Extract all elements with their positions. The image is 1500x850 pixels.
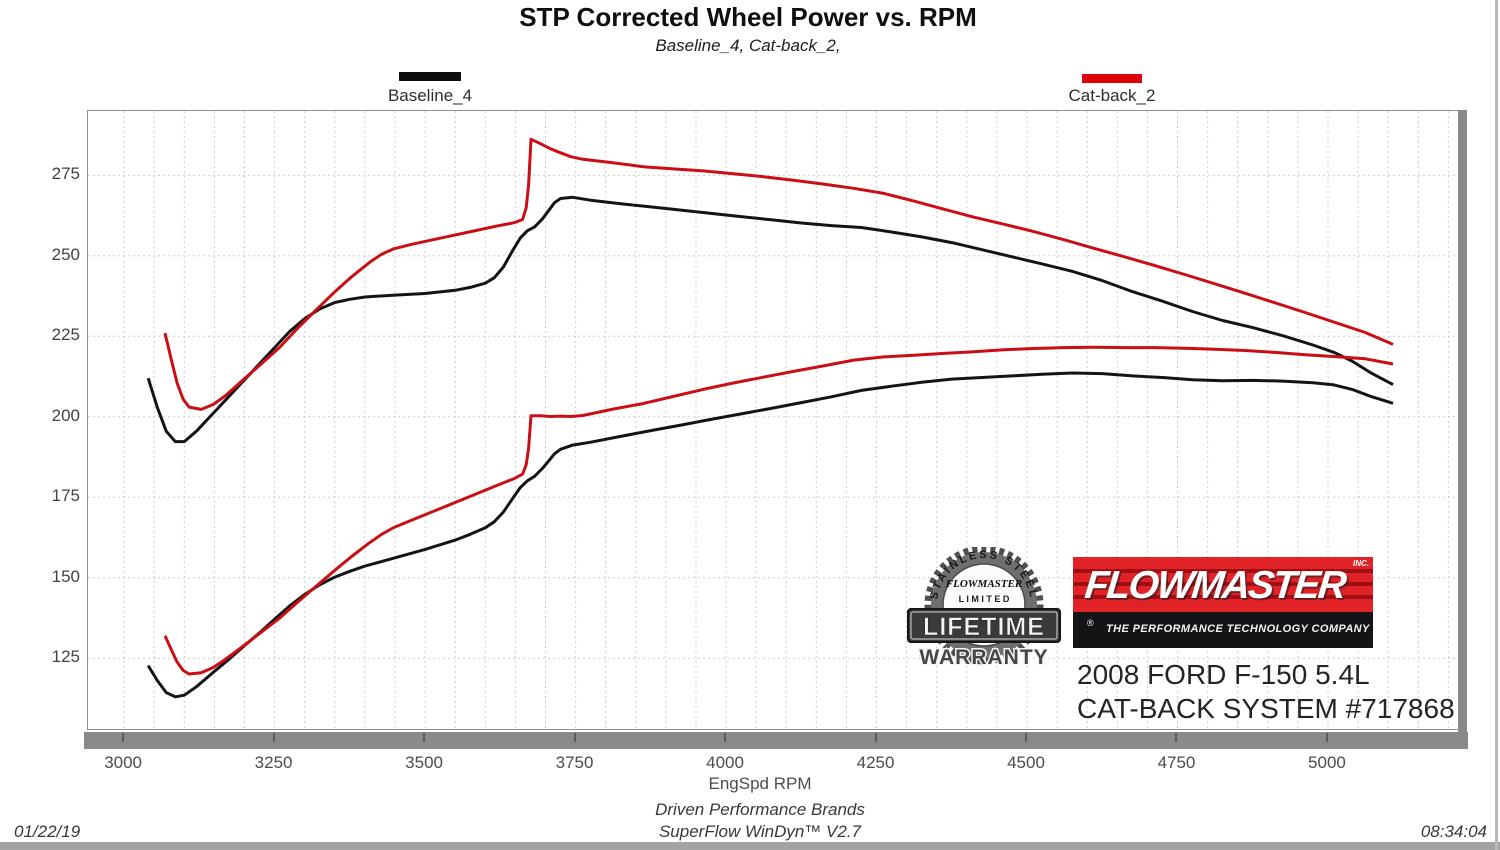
scrollbar-tick — [573, 733, 576, 742]
scrollbar-tick — [874, 733, 877, 742]
logo-inc-text: INC. — [1353, 559, 1369, 568]
scrollbar-tick — [724, 733, 727, 742]
x-axis-label: EngSpd RPM — [708, 774, 812, 793]
legend-label-catback: Cat-back_2 — [1068, 86, 1156, 105]
scrollbar-tick — [1025, 733, 1028, 742]
footer-brand-line: Driven Performance Brands — [655, 800, 865, 819]
logo-wordmark: FLOWMASTER — [1082, 564, 1347, 607]
legend-label-baseline: Baseline_4 — [387, 86, 473, 105]
legend-swatch-baseline — [399, 72, 461, 81]
badge-brand-text: FLOWMASTER — [945, 578, 1022, 590]
y-tick-label: 225 — [51, 325, 80, 345]
window-right-edge — [1495, 0, 1498, 850]
x-tick-label: 4750 — [1157, 753, 1196, 772]
scrollbar-tick — [423, 733, 426, 742]
time-stamp: 08:34:04 — [1420, 822, 1487, 841]
logo-stripe — [1073, 569, 1373, 573]
x-tick-label: 4500 — [1007, 753, 1045, 772]
series-baseline-4-lower-trace- — [146, 371, 1394, 699]
x-tick-label: 3750 — [555, 753, 594, 772]
logo-stripe — [1073, 582, 1373, 586]
lifetime-warranty-badge: STAINLESS STEEL FLOWMASTER L I M I T E D… — [907, 547, 1061, 671]
badge-warranty-text: WARRANTY — [919, 646, 1048, 669]
page-title: STP Corrected Wheel Power vs. RPM — [519, 2, 977, 32]
window-bottom-edge — [0, 842, 1500, 850]
badge-limited-text: L I M I T E D — [959, 594, 1010, 604]
y-tick-label: 250 — [51, 244, 80, 264]
x-tick-label: 5000 — [1308, 753, 1346, 772]
scrollbar-tick — [1325, 733, 1328, 742]
x-tick-label: 4000 — [706, 753, 744, 772]
legend-swatch-catback — [1082, 74, 1142, 83]
vehicle-line1: 2008 FORD F-150 5.4L — [1077, 659, 1370, 690]
vertical-scrollbar[interactable] — [1458, 110, 1467, 749]
x-tick-label: 3000 — [104, 753, 143, 772]
x-tick-label: 4250 — [856, 753, 895, 772]
y-tick-label: 125 — [51, 647, 80, 667]
scrollbar-tick — [272, 733, 275, 742]
y-axis-ticks: 125 150 175 200 225 250 275 — [28, 0, 84, 850]
x-tick-label: 3250 — [254, 753, 293, 772]
logo-tagline: THE PERFORMANCE TECHNOLOGY COMPANY — [1106, 623, 1370, 635]
vehicle-info: 2008 FORD F-150 5.4L CAT-BACK SYSTEM #71… — [1077, 658, 1455, 726]
horizontal-scrollbar[interactable] — [84, 732, 1468, 749]
badge-banner — [907, 608, 1061, 643]
x-axis-ticks: 3000 3250 3500 3750 4000 4250 4500 4750 5000 — [0, 753, 1500, 775]
logo-black-band — [1073, 612, 1373, 648]
y-tick-label: 175 — [51, 486, 80, 506]
series-baseline-4-upper-trace- — [146, 195, 1394, 444]
flowmaster-logo: FLOWMASTER INC. ® THE PERFORMANCE TECHNO… — [1073, 557, 1373, 648]
y-tick-label: 200 — [51, 405, 80, 425]
scrollbar-tick — [122, 733, 125, 742]
date-stamp: 01/22/19 — [14, 822, 81, 841]
chart-subtitle: Baseline_4, Cat-back_2, — [655, 36, 841, 55]
badge-lifetime-text: LIFETIME — [923, 613, 1045, 641]
x-tick-label: 3500 — [405, 753, 443, 772]
logo-stripe — [1073, 595, 1373, 599]
badge-gear-edge — [924, 547, 1044, 665]
footer-software-line: SuperFlow WinDyn™ V2.7 — [658, 822, 862, 841]
series-cat-back-2-upper-trace- — [163, 137, 1394, 411]
series-cat-back-2-lower-trace- — [163, 345, 1394, 676]
y-tick-label: 150 — [51, 566, 80, 586]
registered-mark-icon: ® — [1087, 618, 1094, 628]
y-tick-label: 275 — [51, 164, 80, 184]
vehicle-line2: CAT-BACK SYSTEM #717868 — [1077, 693, 1455, 724]
scrollbar-tick — [1175, 733, 1178, 742]
badge-banner-inner-border — [910, 611, 1058, 640]
logo-red-band — [1073, 557, 1373, 612]
